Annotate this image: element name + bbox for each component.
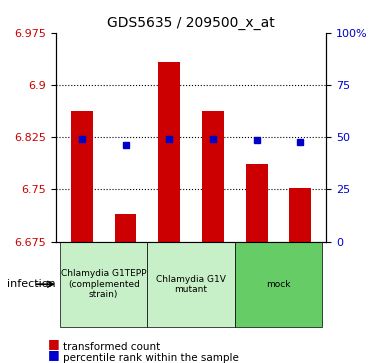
Text: Chlamydia G1V
mutant: Chlamydia G1V mutant bbox=[156, 274, 226, 294]
Bar bbox=[71, 111, 93, 242]
FancyBboxPatch shape bbox=[235, 242, 322, 327]
FancyBboxPatch shape bbox=[147, 242, 235, 327]
Bar bbox=[246, 164, 267, 242]
Title: GDS5635 / 209500_x_at: GDS5635 / 209500_x_at bbox=[107, 16, 275, 30]
Bar bbox=[289, 188, 311, 242]
Bar bbox=[115, 214, 137, 242]
Text: infection: infection bbox=[7, 279, 56, 289]
Text: ■: ■ bbox=[48, 337, 60, 350]
Bar bbox=[158, 62, 180, 242]
Text: percentile rank within the sample: percentile rank within the sample bbox=[63, 352, 239, 363]
Text: transformed count: transformed count bbox=[63, 342, 160, 352]
Text: mock: mock bbox=[266, 280, 291, 289]
Text: Chlamydia G1TEPP
(complemented
strain): Chlamydia G1TEPP (complemented strain) bbox=[61, 269, 147, 299]
Bar bbox=[202, 111, 224, 242]
Text: ■: ■ bbox=[48, 347, 60, 360]
FancyBboxPatch shape bbox=[60, 242, 147, 327]
